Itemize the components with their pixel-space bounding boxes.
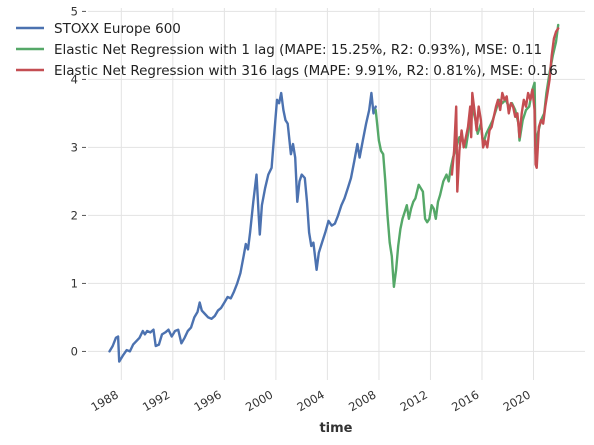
x-tick-label: 2012: [398, 387, 430, 414]
x-tick-label: 1996: [192, 387, 224, 414]
legend: STOXX Europe 600 Elastic Net Regression w…: [16, 21, 558, 79]
x-tick-label: 2000: [243, 387, 275, 414]
x-tick-label: 1988: [88, 387, 120, 414]
y-tick-label: 3: [71, 140, 78, 154]
x-tick-label: 2020: [501, 387, 533, 414]
x-tick-label: 2004: [295, 387, 327, 414]
x-tick-label: 2016: [449, 387, 481, 414]
y-tick-label: 1: [71, 276, 78, 290]
grid-layer: [88, 8, 585, 380]
y-tick-label: 2: [71, 208, 78, 222]
legend-label-2: Elastic Net Regression with 1 lag (MAPE:…: [54, 42, 542, 58]
y-tick-label: 5: [71, 4, 78, 18]
y-tick-label: 0: [71, 344, 78, 358]
x-axis-label: time: [319, 421, 352, 436]
series-line-3: [450, 27, 560, 193]
x-tick-label: 2008: [346, 387, 378, 414]
series-layer: [108, 23, 560, 363]
x-tick-label: 1992: [140, 387, 172, 414]
y-tick-label: 4: [71, 72, 78, 86]
legend-label-3: Elastic Net Regression with 316 lags (MA…: [54, 63, 558, 79]
legend-label-1: STOXX Europe 600: [54, 21, 181, 37]
series-line-1: [108, 91, 377, 363]
